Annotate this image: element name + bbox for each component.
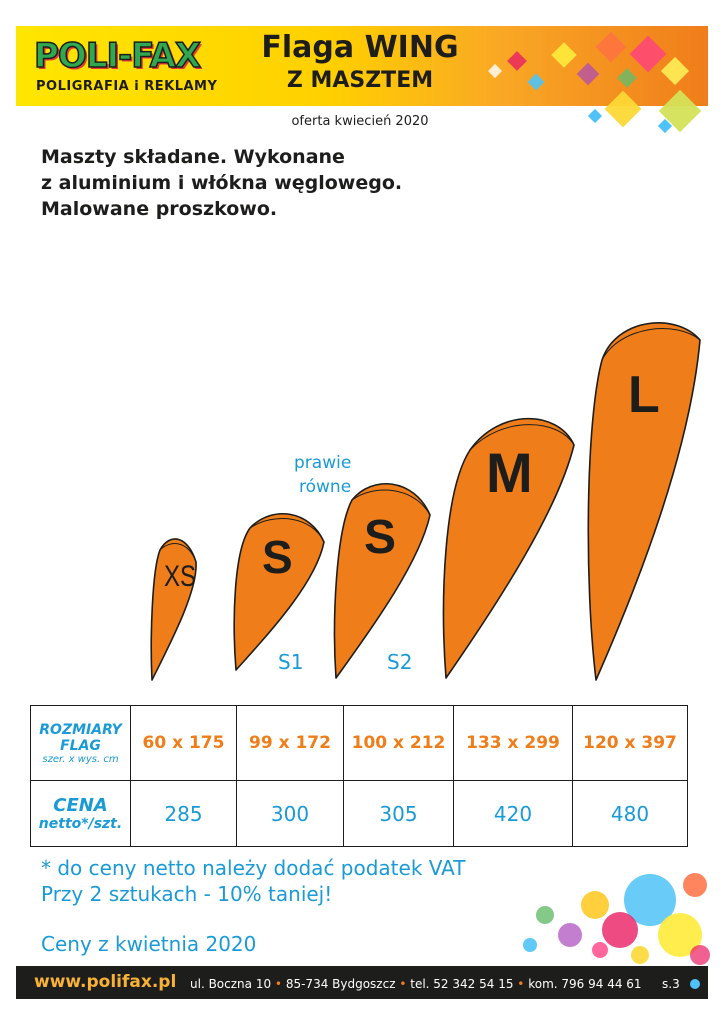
table-row-prices: CENA netto*/szt. 285 300 305 420 480 (30, 780, 688, 847)
vat-note: * do ceny netto należy dodać podatek VAT (41, 856, 466, 880)
separator-dot-icon: • (274, 977, 282, 991)
price-header-cell: CENA netto*/szt. (30, 780, 131, 847)
variant-s1-label: S1 (278, 650, 304, 674)
page-number: s.3 (662, 977, 680, 991)
price-table: ROZMIARY FLAG szer. x wys. cm 60 x 175 9… (30, 704, 688, 847)
footer-mobile: kom. 796 94 44 61 (528, 977, 642, 991)
flag-s1-label: S (262, 531, 293, 583)
sizes-header-cell: ROZMIARY FLAG szer. x wys. cm (30, 704, 131, 782)
price-cell-s1: 300 (236, 780, 344, 847)
price-header-line-2: netto*/szt. (38, 816, 123, 833)
intro-line-1: Maszty składane. Wykonane (41, 146, 345, 168)
sizes-header-line-2: FLAG (60, 737, 101, 754)
sizes-header-line-1: ROZMIARY (39, 721, 122, 738)
flag-m-shape (442, 417, 575, 679)
flag-xs-shape (150, 538, 197, 681)
size-cell-m: 133 x 299 (453, 704, 573, 782)
price-cell-xs: 285 (130, 780, 237, 847)
flag-s1-shape (233, 513, 325, 671)
flag-s2-shape (333, 483, 431, 679)
flag-m-label: M (486, 441, 533, 504)
footer-website-link[interactable]: www.polifax.pl (34, 972, 177, 992)
note-equal: równe (299, 477, 352, 497)
size-cell-xs: 60 x 175 (130, 704, 237, 782)
offer-date: oferta kwiecień 2020 (291, 114, 429, 129)
variant-s2-label: S2 (387, 650, 413, 674)
prices-date-note: Ceny z kwietnia 2020 (41, 932, 257, 956)
separator-dot-icon: • (517, 977, 525, 991)
footer-bar (16, 966, 708, 999)
footer-address: ul. Boczna 10 (190, 977, 272, 991)
header-band (16, 26, 708, 106)
intro-line-2: z aluminium i włókna węglowego. (41, 172, 403, 194)
footer-phone: tel. 52 342 54 15 (410, 977, 514, 991)
logo-tagline: POLIGRAFIA i REKLAMY (36, 79, 218, 94)
price-header-line-1: CENA (53, 795, 108, 817)
flag-l-shape (587, 322, 701, 681)
bubbles-decoration (523, 873, 710, 965)
intro-line-3: Malowane proszkowo. (41, 198, 278, 220)
separator-dot-icon: • (399, 977, 407, 991)
price-cell-l: 480 (572, 780, 688, 847)
flag-xs-label: XS (164, 560, 197, 593)
note-almost: prawie (294, 453, 352, 473)
footer-contact: ul. Boczna 10 • 85-734 Bydgoszcz • tel. … (190, 977, 642, 991)
flag-l-label: L (628, 366, 660, 424)
flags-illustration (150, 322, 701, 681)
discount-note: Przy 2 sztukach - 10% taniej! (41, 882, 333, 906)
price-cell-m: 420 (453, 780, 573, 847)
page-subtitle: Z MASZTEM (286, 68, 434, 93)
flag-s2-label: S (364, 511, 397, 564)
table-row-sizes: ROZMIARY FLAG szer. x wys. cm 60 x 175 9… (30, 704, 688, 782)
size-cell-l: 120 x 397 (572, 704, 688, 782)
price-cell-s2: 305 (343, 780, 454, 847)
size-cell-s2: 100 x 212 (343, 704, 454, 782)
page-dot-icon (690, 979, 700, 989)
page-title: Flaga WING (261, 30, 459, 65)
sizes-header-units: szer. x wys. cm (42, 753, 119, 765)
footer-city: 85-734 Bydgoszcz (285, 977, 396, 991)
logo-main: POLI-FAX (33, 35, 202, 77)
size-cell-s1: 99 x 172 (236, 704, 344, 782)
header-confetti-decoration (487, 31, 702, 134)
